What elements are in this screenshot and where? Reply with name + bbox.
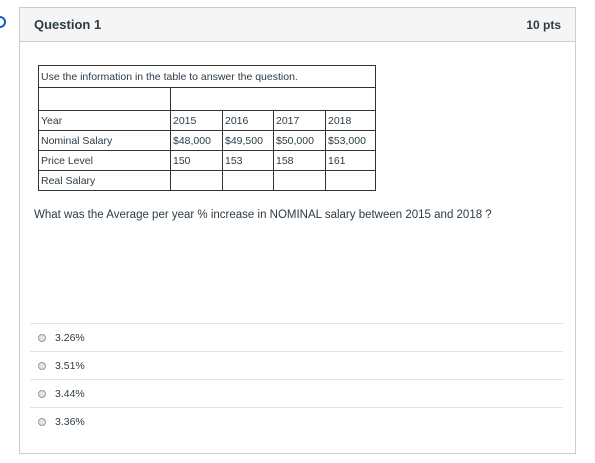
table-cell: 158 (273, 150, 326, 171)
table-cell: 2017 (273, 110, 326, 131)
table-cell (273, 170, 326, 191)
radio-button[interactable] (38, 389, 46, 398)
table-cell: $48,000 (170, 130, 223, 151)
table-cell (170, 170, 223, 191)
question-points: 10 pts (526, 17, 561, 32)
table-cell: $50,000 (273, 130, 326, 151)
row-label: Price Level (38, 150, 171, 171)
answer-list: 3.26% 3.51% 3.44% 3.36% (30, 323, 563, 435)
answer-label[interactable]: 3.26% (55, 331, 85, 344)
table-row: Year 2015 2016 2017 2018 (38, 110, 376, 131)
table-cell (222, 170, 274, 191)
answer-option[interactable]: 3.44% (30, 379, 563, 407)
question-nav-marker (0, 16, 6, 28)
info-table: Use the information in the table to answ… (38, 65, 376, 191)
table-cell: $49,500 (222, 130, 274, 151)
table-spacer-row (38, 87, 376, 111)
table-cell: 2016 (222, 110, 274, 131)
table-cell: 161 (325, 150, 376, 171)
table-cell: 150 (170, 150, 223, 171)
table-instruction-row: Use the information in the table to answ… (38, 65, 376, 88)
row-label: Year (38, 110, 171, 131)
table-cell (325, 170, 376, 191)
radio-button[interactable] (38, 361, 46, 370)
table-row: Price Level 150 153 158 161 (38, 150, 376, 171)
answer-label[interactable]: 3.44% (55, 387, 85, 400)
question-title: Question 1 (34, 17, 102, 32)
question-prompt: What was the Average per year % increase… (34, 209, 492, 221)
table-cell: 2015 (170, 110, 223, 131)
question-header: Question 1 10 pts (20, 8, 575, 42)
radio-button[interactable] (38, 417, 46, 426)
row-label: Real Salary (38, 170, 171, 191)
table-cell: 153 (222, 150, 274, 171)
table-row: Real Salary (38, 170, 376, 191)
answer-label[interactable]: 3.51% (55, 359, 85, 372)
radio-button[interactable] (38, 333, 46, 342)
row-label: Nominal Salary (38, 130, 171, 151)
answer-label[interactable]: 3.36% (55, 415, 85, 428)
answer-option[interactable]: 3.26% (30, 323, 563, 351)
table-instruction: Use the information in the table to answ… (38, 65, 376, 88)
answer-option[interactable]: 3.51% (30, 351, 563, 379)
table-row: Nominal Salary $48,000 $49,500 $50,000 $… (38, 130, 376, 151)
question-card: Question 1 10 pts Use the information in… (19, 7, 576, 454)
table-cell: $53,000 (325, 130, 376, 151)
table-cell: 2018 (325, 110, 376, 131)
answer-option[interactable]: 3.36% (30, 407, 563, 435)
